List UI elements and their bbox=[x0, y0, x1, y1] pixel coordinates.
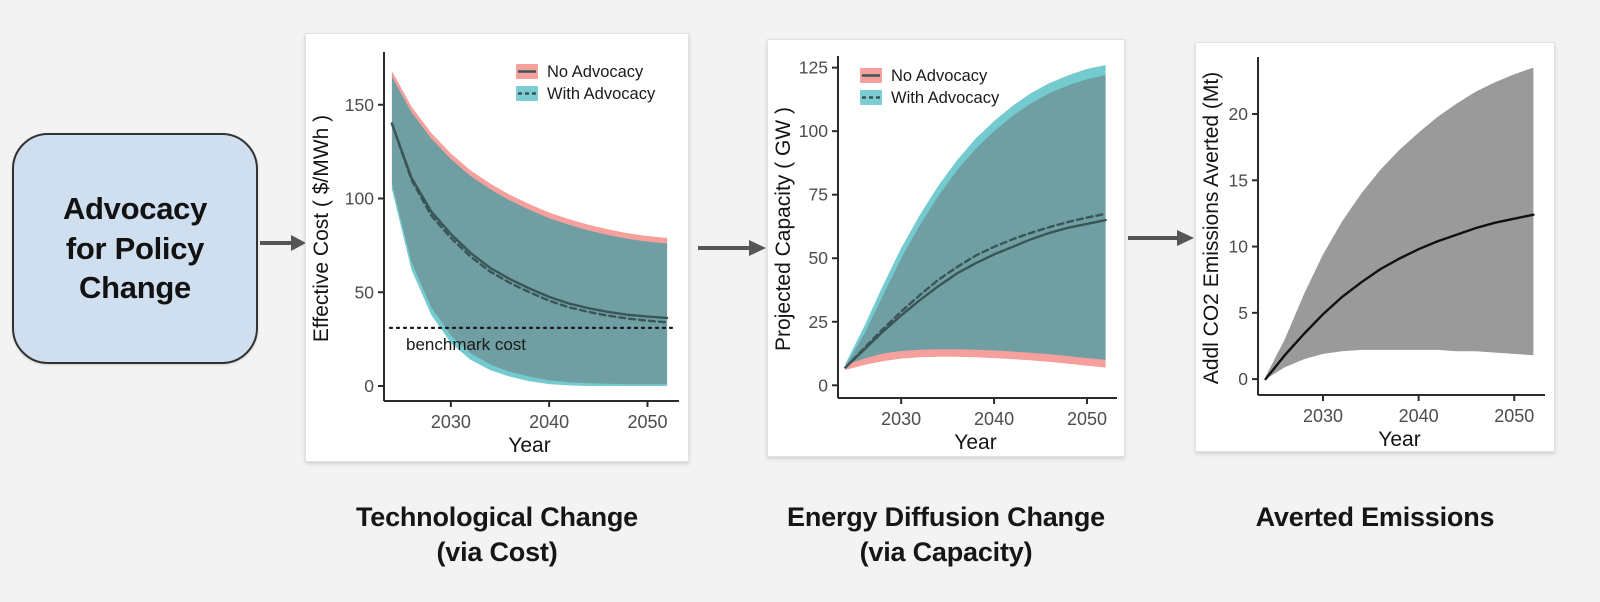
averted-emissions-chart: 0 5 10 15 20 2030 2040 2050 Year Addl CO2 Emissio… bbox=[1195, 42, 1555, 452]
y-axis-title: Effective Cost ( $/MWh ) bbox=[310, 115, 333, 342]
y-tick-label: 25 bbox=[809, 312, 828, 332]
y-tick-label: 50 bbox=[809, 248, 829, 268]
y-tick-label: 20 bbox=[1229, 104, 1249, 124]
energy-diffusion-chart-svg: 0 25 50 75 100 125 2030 2040 2050 Year Projected C… bbox=[772, 56, 1117, 454]
y-tick-label: 0 bbox=[364, 376, 374, 396]
with-advocacy-mean-line bbox=[390, 122, 669, 324]
y-tick-label: 125 bbox=[799, 58, 828, 78]
caption-averted-emissions: Averted Emissions bbox=[1255, 502, 1495, 532]
no-advocacy-mean-line bbox=[390, 122, 669, 320]
y-tick-label: 75 bbox=[809, 185, 828, 205]
advocacy-policy-box: Advocacy for Policy Change bbox=[12, 133, 258, 364]
caption-technological-change: Technological Change (via Cost) bbox=[355, 502, 639, 568]
y-tick-label: 15 bbox=[1229, 170, 1248, 190]
x-tick-label: 2030 bbox=[431, 412, 471, 432]
y-axis-title: Addl CO2 Emissions Averted (Mt) bbox=[1200, 72, 1223, 384]
with-advocacy-mean-line bbox=[844, 212, 1107, 369]
x-tick-label: 2030 bbox=[1303, 406, 1343, 426]
benchmark-label: benchmark cost bbox=[406, 335, 526, 354]
legend-label-1: With Advocacy bbox=[891, 89, 1000, 107]
no-advocacy-mean-line bbox=[844, 218, 1107, 369]
averted-emissions-chart-svg: 0 5 10 15 20 2030 2040 2050 Year Addl CO2 Emissio… bbox=[1200, 57, 1545, 451]
with-advocacy-ci-band bbox=[845, 65, 1106, 365]
x-tick-label: 2040 bbox=[1399, 406, 1439, 426]
y-tick-label: 0 bbox=[818, 375, 828, 395]
averted-ci-band bbox=[1265, 67, 1534, 380]
caption-energy-diffusion: Energy Diffusion Change (via Capacity) bbox=[787, 502, 1105, 568]
technological-change-chart: benchmark cost 0 50 100 150 2030 2040 2050 Year E… bbox=[305, 33, 689, 462]
legend-label-0: No Advocacy bbox=[891, 67, 988, 85]
flow-arrow-1 bbox=[260, 235, 306, 251]
legend-label-0: No Advocacy bbox=[547, 63, 644, 81]
advocacy-policy-box-label: Advocacy for Policy Change bbox=[62, 190, 208, 306]
y-tick-label: 50 bbox=[355, 282, 375, 302]
flow-arrow-2 bbox=[698, 240, 766, 256]
y-axis-title: Projected Capacity ( GW ) bbox=[772, 107, 795, 351]
x-tick-label: 2040 bbox=[974, 409, 1014, 429]
y-tick-label: 150 bbox=[345, 95, 374, 115]
y-tick-label: 100 bbox=[799, 121, 828, 141]
averted-mean-line bbox=[1264, 213, 1535, 381]
x-tick-label: 2050 bbox=[1494, 406, 1534, 426]
y-tick-label: 5 bbox=[1238, 303, 1248, 323]
y-tick-label: 10 bbox=[1229, 237, 1249, 257]
x-axis-title: Year bbox=[508, 434, 550, 457]
y-tick-label: 0 bbox=[1238, 369, 1248, 389]
x-tick-label: 2030 bbox=[881, 409, 921, 429]
x-axis-title: Year bbox=[1378, 428, 1420, 451]
legend-label-1: With Advocacy bbox=[547, 85, 656, 103]
energy-diffusion-chart: 0 25 50 75 100 125 2030 2040 2050 Year Projected C… bbox=[767, 39, 1125, 457]
x-tick-label: 2050 bbox=[1067, 409, 1107, 429]
technological-change-chart-svg: benchmark cost 0 50 100 150 2030 2040 2050 Year E… bbox=[310, 52, 679, 457]
with-advocacy-ci-band bbox=[391, 76, 668, 386]
y-tick-label: 100 bbox=[345, 189, 374, 209]
x-tick-label: 2040 bbox=[529, 412, 569, 432]
x-axis-title: Year bbox=[954, 431, 996, 454]
x-tick-label: 2050 bbox=[627, 412, 667, 432]
flow-arrow-3 bbox=[1128, 230, 1194, 246]
